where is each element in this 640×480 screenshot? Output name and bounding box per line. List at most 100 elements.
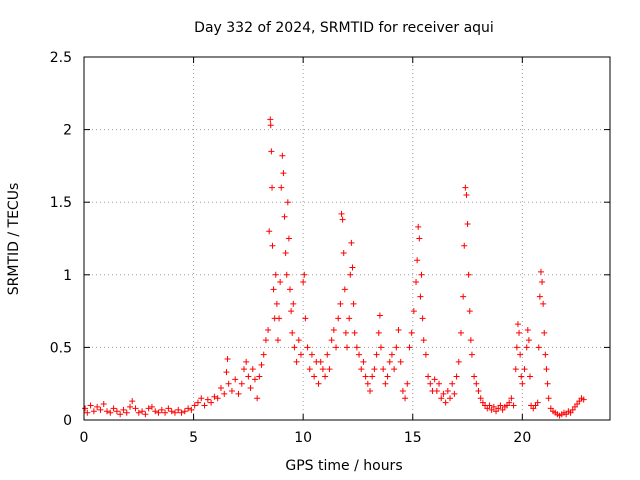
data-point	[94, 403, 101, 410]
data-point	[117, 411, 124, 418]
data-point	[181, 408, 188, 415]
data-point	[513, 344, 520, 351]
data-point	[281, 213, 288, 220]
data-point	[465, 271, 472, 278]
data-point	[208, 399, 215, 406]
data-point	[291, 344, 298, 351]
plot-frame	[83, 56, 611, 421]
data-point	[254, 395, 261, 402]
data-point	[262, 337, 269, 344]
y-axis-label: SRMTID / TECUs	[6, 183, 22, 296]
data-point	[369, 373, 376, 380]
chart-title: Day 332 of 2024, SRMTID for receiver aqu…	[194, 20, 494, 36]
data-point	[473, 380, 480, 387]
data-point	[178, 409, 185, 416]
data-point	[544, 380, 551, 387]
data-point	[302, 315, 309, 322]
data-point	[516, 329, 523, 336]
data-point	[277, 279, 284, 286]
data-point	[497, 402, 504, 409]
data-point	[514, 321, 521, 328]
data-point	[319, 366, 326, 373]
data-point	[535, 344, 542, 351]
data-point	[90, 408, 97, 415]
data-point	[120, 406, 127, 413]
data-point	[142, 411, 149, 418]
data-point	[315, 380, 322, 387]
data-point	[326, 366, 333, 373]
data-point	[413, 279, 420, 286]
data-point	[276, 315, 283, 322]
data-point	[351, 329, 358, 336]
data-point	[350, 300, 357, 307]
data-point	[419, 315, 426, 322]
data-point	[269, 242, 276, 249]
data-points	[82, 116, 587, 419]
data-point	[289, 329, 296, 336]
data-point	[97, 406, 104, 413]
data-point	[317, 358, 324, 365]
data-point	[404, 380, 411, 387]
data-point	[410, 308, 417, 315]
data-point	[545, 395, 552, 402]
data-point	[148, 403, 155, 410]
data-point	[265, 326, 272, 333]
data-point	[455, 358, 462, 365]
data-point	[204, 396, 211, 403]
data-point	[308, 351, 315, 358]
data-point	[377, 344, 384, 351]
data-point	[376, 312, 383, 319]
data-point	[524, 326, 531, 333]
data-point	[521, 366, 528, 373]
data-point	[340, 250, 347, 257]
data-point	[135, 409, 142, 416]
data-point	[406, 344, 413, 351]
data-point	[344, 344, 350, 351]
data-point	[477, 395, 484, 402]
x-axis-label: GPS time / hours	[285, 458, 402, 474]
data-point	[328, 337, 335, 344]
data-point	[537, 268, 544, 275]
data-point	[397, 358, 404, 365]
data-point	[580, 396, 587, 403]
data-point	[338, 210, 345, 217]
x-tick-label: 10	[294, 430, 312, 446]
data-point	[285, 235, 292, 242]
data-point	[245, 373, 252, 380]
data-point	[84, 409, 91, 416]
data-point	[418, 271, 425, 278]
data-point	[322, 373, 329, 380]
data-point	[152, 408, 159, 415]
data-point	[519, 380, 526, 387]
data-point	[304, 344, 311, 351]
data-point	[510, 402, 517, 409]
data-point	[384, 373, 391, 380]
data-point	[371, 366, 378, 373]
data-point	[223, 369, 230, 376]
data-point	[417, 293, 424, 300]
data-point	[194, 399, 201, 406]
data-point	[284, 199, 291, 206]
data-point	[449, 380, 456, 387]
data-point	[290, 300, 297, 307]
data-point	[461, 242, 468, 249]
data-point	[444, 387, 451, 394]
data-point	[534, 399, 541, 406]
data-point	[422, 351, 429, 358]
data-point	[451, 390, 458, 397]
y-tick-label: 1.5	[50, 195, 72, 211]
data-point	[541, 329, 548, 336]
data-point	[490, 403, 497, 410]
data-point	[293, 358, 300, 365]
data-point	[467, 337, 474, 344]
data-point	[358, 366, 365, 373]
data-point	[536, 293, 543, 300]
data-point	[438, 395, 445, 402]
data-point	[168, 408, 175, 415]
data-point	[258, 361, 265, 368]
data-point	[158, 406, 165, 413]
data-point	[462, 184, 469, 191]
data-point	[466, 308, 473, 315]
data-point	[260, 351, 267, 358]
